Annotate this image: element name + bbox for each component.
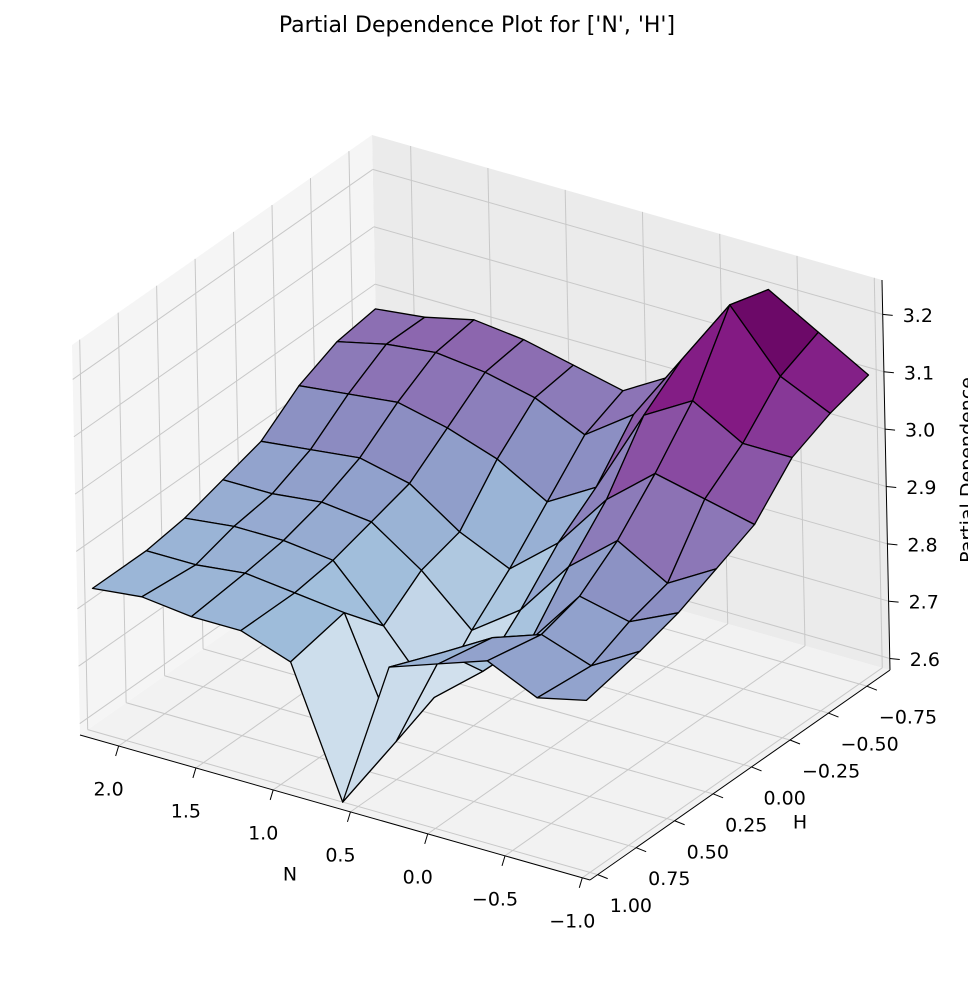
y-tick (712, 793, 724, 799)
z-tick (887, 543, 898, 546)
y-tick-label: −0.50 (840, 734, 898, 756)
grid-line (164, 675, 675, 822)
grid-line (74, 283, 376, 495)
z-tick (882, 313, 893, 316)
y-tick-label: 0.00 (764, 787, 806, 809)
z-tick (886, 485, 897, 488)
z-tick (883, 371, 894, 374)
x-tick (501, 855, 506, 866)
y-tick-label: 0.75 (648, 868, 690, 890)
x-tick-label: 2.0 (94, 778, 124, 800)
grid-line (126, 702, 637, 849)
y-axis-label: H (793, 812, 807, 834)
grid-line (202, 648, 714, 795)
grid-line (504, 645, 806, 857)
z-tick-label: 2.8 (907, 534, 937, 556)
z-tick (889, 658, 900, 661)
grid-line (427, 623, 729, 835)
z-tick (885, 428, 896, 431)
x-tick-label: 1.5 (171, 800, 201, 822)
x-tick (346, 811, 351, 823)
grid-line (372, 168, 883, 315)
x-tick-label: −0.5 (472, 888, 518, 910)
y-tick (597, 874, 608, 880)
grid-line (156, 285, 166, 676)
grid-line (73, 226, 375, 438)
y-tick (674, 820, 685, 826)
grid-line (873, 277, 883, 668)
z-tick (888, 600, 899, 603)
x-tick (269, 789, 274, 801)
x-tick (115, 745, 120, 757)
y-tick-label: 0.25 (725, 814, 767, 836)
y-tick (828, 712, 839, 718)
x-tick (192, 767, 197, 779)
z-tick-label: 2.9 (906, 477, 936, 499)
y-tick-label: 1.00 (610, 895, 652, 917)
z-tick-label: 3.1 (904, 362, 934, 384)
z-tick-label: 2.7 (909, 592, 939, 614)
grid-line (117, 312, 127, 703)
x-tick-label: 0.5 (325, 844, 355, 866)
x-axis-label: N (283, 864, 297, 886)
y-tick (789, 739, 801, 745)
y-tick-label: 0.50 (687, 841, 729, 863)
y-tick (751, 766, 762, 772)
y-tick-label: −0.25 (802, 761, 860, 783)
y-tick (866, 685, 878, 691)
chart-title: Partial Dependence Plot for ['N', 'H'] (279, 13, 675, 38)
x-tick-label: −1.0 (549, 910, 595, 932)
y-tick (635, 847, 647, 853)
axis-line (79, 734, 591, 881)
z-tick-label: 3.2 (903, 305, 933, 327)
axis-line (881, 279, 891, 671)
x-tick (578, 877, 583, 888)
surface-face (536, 650, 641, 702)
axis-line (589, 669, 891, 881)
x-tick (424, 833, 429, 845)
x-tick-label: 0.0 (403, 866, 433, 888)
grid-line (581, 667, 883, 879)
x-tick-label: 1.0 (248, 822, 278, 844)
grid-line (72, 169, 373, 380)
y-tick-label: −0.75 (879, 707, 937, 729)
z-tick-label: 3.0 (905, 420, 935, 442)
grid-line (79, 339, 89, 730)
z-tick-label: 2.6 (910, 649, 940, 671)
z-axis-label: Partial Dependence (957, 377, 968, 563)
